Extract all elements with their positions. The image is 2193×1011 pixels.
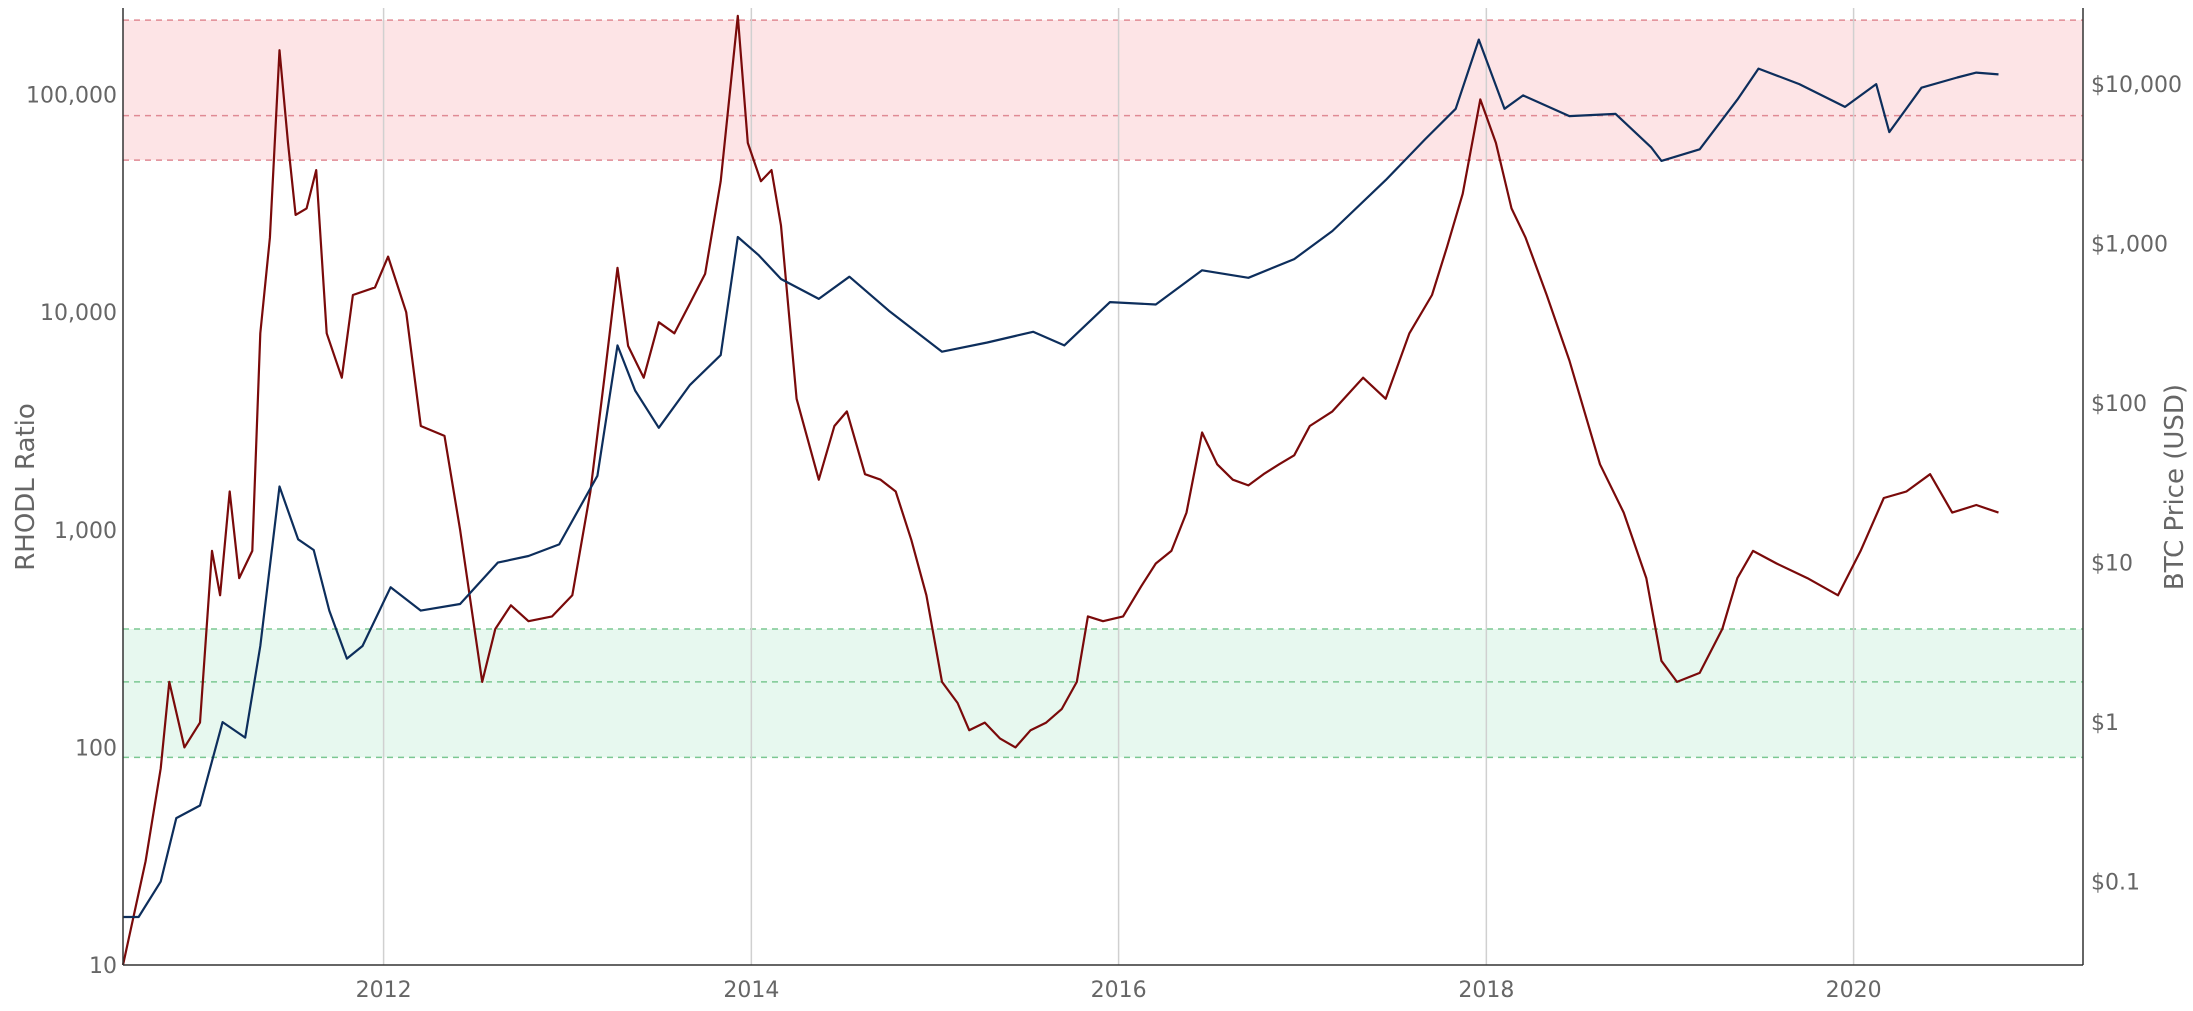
btc-price-line [123, 38, 1999, 919]
left-tick-label-2: 1,000 [54, 519, 117, 544]
left-tick-label-1: 100 [75, 736, 117, 761]
x-tick-label-2020: 2020 [1826, 978, 1882, 1003]
x-tick-label-2012: 2012 [356, 978, 412, 1003]
tick-labels: 2012 2014 2016 2018 2020 10 100 1,000 10,000 100,… [26, 73, 2182, 1003]
left-tick-label-3: 10,000 [40, 301, 117, 326]
left-tick-label-0: 10 [89, 954, 117, 979]
x-tick-label-2014: 2014 [723, 978, 779, 1003]
right-tick-label-3: $100 [2091, 392, 2147, 417]
axes [122, 8, 2084, 966]
right-tick-label-0: $0.1 [2091, 871, 2140, 896]
vertical-gridlines [382, 8, 1855, 965]
bottom-zone-fill [123, 629, 2083, 758]
right-tick-label-1: $1 [2091, 711, 2119, 736]
left-tick-label-4: 100,000 [26, 84, 117, 109]
x-tick-label-2018: 2018 [1458, 978, 1514, 1003]
x-tick-label-2016: 2016 [1091, 978, 1147, 1003]
zone-bands [123, 19, 2083, 759]
top-zone-fill [123, 20, 2083, 161]
right-tick-label-4: $1,000 [2091, 233, 2168, 258]
right-tick-label-2: $10 [2091, 552, 2133, 577]
series-lines [121, 14, 1999, 966]
right-axis-title: BTC Price (USD) [2160, 384, 2190, 590]
left-axis-title: RHODL Ratio [11, 403, 41, 571]
right-tick-label-5: $10,000 [2091, 73, 2182, 98]
rhodl-ratio-line [121, 14, 1999, 966]
